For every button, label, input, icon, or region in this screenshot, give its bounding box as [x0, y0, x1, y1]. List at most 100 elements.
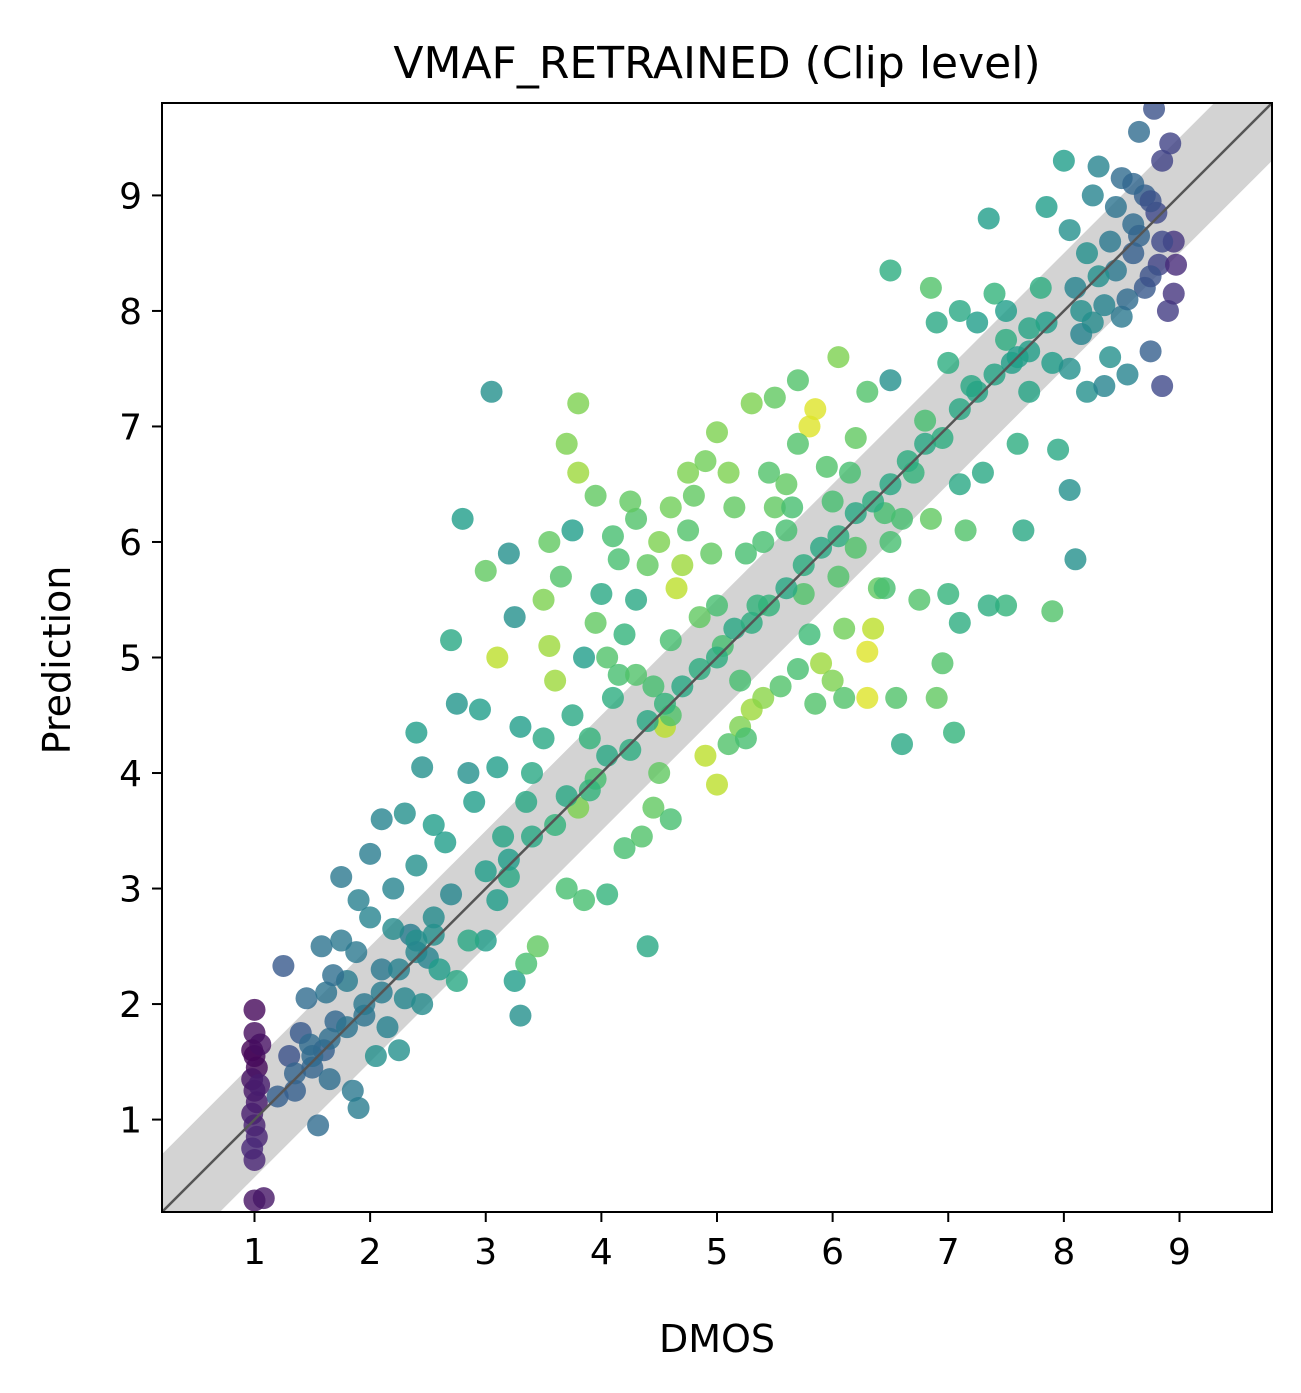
data-point — [1104, 195, 1127, 218]
data-point — [688, 606, 711, 629]
y-axis-ticks: 1 2 3 4 5 6 7 8 9 — [119, 176, 162, 1142]
data-point — [804, 398, 827, 421]
data-point — [422, 906, 445, 929]
data-point — [763, 386, 786, 409]
data-point — [1018, 317, 1041, 340]
data-point — [345, 941, 368, 964]
data-point — [636, 554, 659, 577]
data-point — [1116, 363, 1139, 386]
data-point — [1139, 340, 1162, 363]
data-point — [786, 432, 809, 455]
data-point — [411, 756, 434, 779]
data-point — [538, 530, 561, 553]
data-point — [347, 889, 370, 912]
data-point — [925, 686, 948, 709]
data-point — [919, 276, 942, 299]
data-point — [252, 1187, 275, 1210]
data-point — [625, 663, 648, 686]
data-point — [1159, 132, 1182, 155]
data-point — [544, 814, 567, 837]
data-point — [1099, 346, 1122, 369]
data-point — [405, 721, 428, 744]
data-point — [717, 461, 740, 484]
y-tick-label: 9 — [119, 176, 142, 217]
data-point — [283, 1062, 306, 1085]
data-point — [1162, 282, 1185, 305]
data-point — [844, 536, 867, 559]
data-point — [948, 473, 971, 496]
data-point — [914, 409, 937, 432]
data-point — [434, 831, 457, 854]
data-point — [723, 496, 746, 519]
data-point — [359, 842, 382, 865]
data-point — [879, 530, 902, 553]
x-axis-ticks: 1 2 3 4 5 6 7 8 9 — [243, 1212, 1191, 1273]
data-point — [596, 883, 619, 906]
data-point — [544, 669, 567, 692]
data-point — [792, 582, 815, 605]
data-point — [538, 634, 561, 657]
data-point — [798, 415, 821, 438]
data-point — [422, 923, 445, 946]
data-point — [879, 259, 902, 282]
data-point — [786, 658, 809, 681]
data-point — [821, 490, 844, 513]
data-point — [798, 623, 821, 646]
data-point — [486, 889, 509, 912]
x-tick-label: 8 — [1052, 1232, 1075, 1273]
data-point — [943, 721, 966, 744]
data-point — [428, 958, 451, 981]
data-point — [625, 507, 648, 530]
data-point — [353, 993, 376, 1016]
data-point — [382, 917, 405, 940]
data-point — [734, 727, 757, 750]
data-point — [642, 675, 665, 698]
data-point — [856, 380, 879, 403]
data-point — [995, 299, 1018, 322]
data-point — [665, 577, 688, 600]
data-point — [769, 675, 792, 698]
data-point — [763, 496, 786, 519]
data-point — [1018, 340, 1041, 363]
data-point — [359, 906, 382, 929]
data-point — [584, 484, 607, 507]
data-point — [596, 744, 619, 767]
data-point — [1058, 357, 1081, 380]
data-point — [844, 502, 867, 525]
data-point — [521, 762, 543, 785]
data-point — [810, 652, 833, 675]
data-point — [388, 1039, 411, 1062]
chart-title: VMAF_RETRAINED (Clip level) — [393, 38, 1040, 89]
data-point — [347, 1097, 370, 1120]
data-point — [330, 929, 353, 952]
data-point — [619, 738, 642, 761]
data-point — [445, 692, 468, 715]
data-point — [821, 669, 844, 692]
y-tick-label: 5 — [119, 639, 142, 680]
data-point — [995, 328, 1018, 351]
data-point — [619, 490, 642, 513]
data-point — [873, 577, 896, 600]
data-point — [561, 519, 584, 542]
data-point — [1052, 149, 1075, 172]
data-point — [480, 380, 503, 403]
data-point — [706, 594, 728, 617]
data-point — [694, 450, 717, 473]
data-point — [405, 854, 428, 877]
data-point — [954, 519, 977, 542]
x-tick-label: 6 — [821, 1232, 844, 1273]
data-point — [370, 958, 393, 981]
data-point — [1093, 375, 1116, 398]
data-point — [740, 392, 763, 415]
y-tick-label: 1 — [119, 1101, 142, 1142]
data-point — [642, 796, 665, 819]
data-point — [440, 629, 463, 652]
data-point — [1093, 294, 1116, 317]
data-point — [1041, 600, 1064, 623]
data-point — [931, 427, 954, 450]
data-point — [810, 536, 833, 559]
data-point — [671, 554, 694, 577]
data-point — [1018, 380, 1041, 403]
data-point — [775, 473, 798, 496]
data-point — [567, 392, 590, 415]
